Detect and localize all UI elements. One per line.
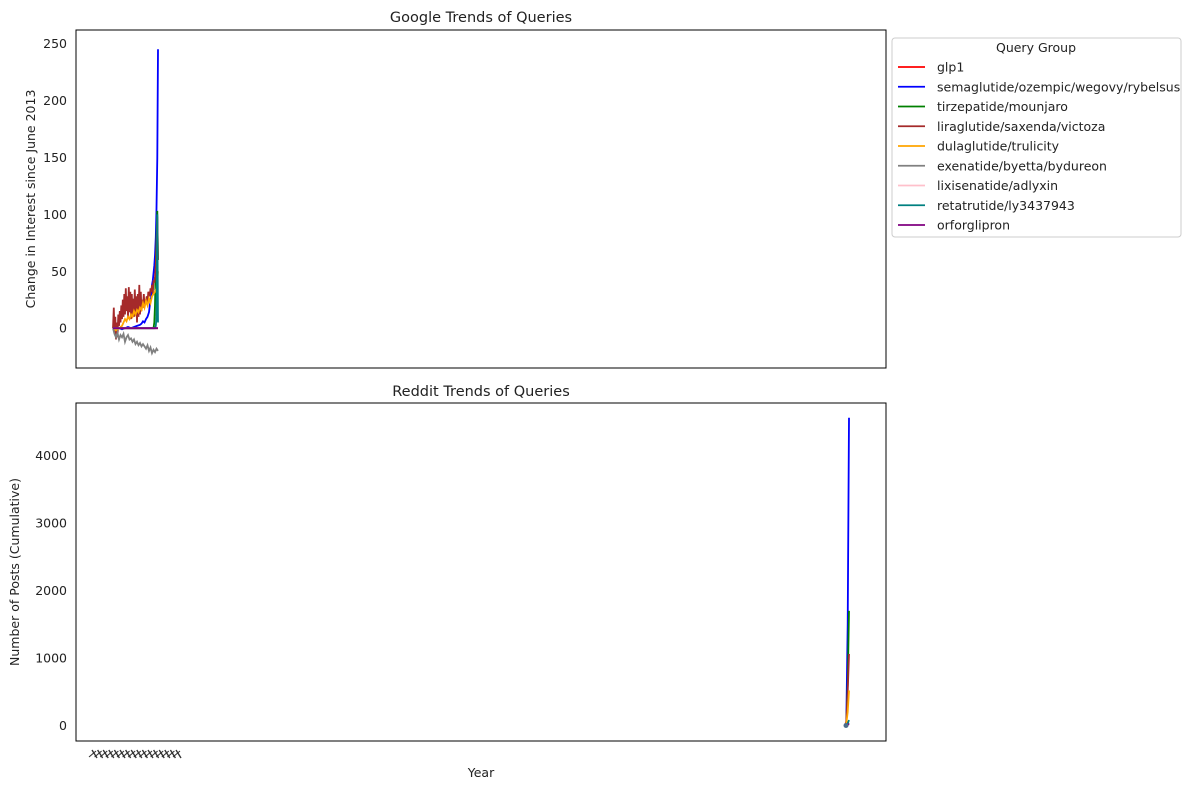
- google-y-tick-label: 0: [59, 321, 67, 336]
- legend-label-tirzepatide-mounjaro: tirzepatide/mounjaro: [937, 99, 1068, 114]
- google-trends-panel: Google Trends of Queries 0 50 100 150 200 250…: [23, 10, 1182, 369]
- google-y-axis-label: Change in Interest since June 2013: [23, 90, 38, 309]
- legend-items: glp1 semaglutide/ozempic/wegovy/rybelsus t…: [898, 60, 1180, 233]
- reddit-y-tick-label: 4000: [35, 448, 67, 463]
- reddit-axes-frame: [75, 402, 887, 742]
- reddit-x-tick-mark: [144, 750, 153, 758]
- google-y-tick-label: 200: [43, 93, 67, 108]
- legend-label-lixisenatide-adlyxin: lixisenatide/adlyxin: [937, 178, 1058, 193]
- reddit-x-tick-mark: [167, 750, 175, 758]
- reddit-x-tick-mark: [169, 749, 176, 759]
- reddit-x-tick-mark: [153, 749, 160, 759]
- reddit-x-tick-mark: [91, 749, 98, 759]
- reddit-x-tick-mark: [175, 749, 182, 759]
- reddit-x-tick-mark: [116, 750, 125, 758]
- reddit-x-tick-mark: [99, 750, 108, 758]
- reddit-trends-panel: Reddit Trends of Queries 0 1000 2000 3000 40…: [7, 384, 887, 780]
- reddit-x-tick-mark: [94, 750, 102, 758]
- reddit-x-tick-mark: [88, 750, 97, 758]
- reddit-x-tick-mark: [108, 749, 115, 759]
- reddit-y-tick-label: 1000: [35, 651, 67, 666]
- reddit-x-tick-mark: [141, 749, 148, 759]
- reddit-y-tick-label: 0: [59, 718, 67, 733]
- google-series-dulaglutide-trulicity: [112, 271, 159, 332]
- reddit-x-tick-mark: [147, 749, 154, 759]
- legend-label-glp1: glp1: [937, 60, 964, 75]
- reddit-x-tick-mark: [136, 749, 143, 759]
- reddit-x-tick-mark: [111, 750, 119, 758]
- reddit-x-tick-mark: [127, 750, 136, 758]
- reddit-base-marker: [843, 722, 849, 728]
- reddit-x-tick-mark: [150, 750, 158, 758]
- legend-label-exenatide-byetta-bydureon: exenatide/byetta/bydureon: [937, 158, 1107, 173]
- reddit-x-tick-mark: [155, 750, 164, 758]
- reddit-x-tick-mark: [172, 750, 181, 758]
- legend-box: [891, 37, 1182, 238]
- reddit-x-tick-mark: [113, 749, 120, 759]
- google-y-tick-label: 50: [51, 264, 67, 279]
- reddit-chart-title: Reddit Trends of Queries: [392, 384, 570, 400]
- legend-label-semaglutide-ozempic-wegovy-rybelsus: semaglutide/ozempic/wegovy/rybelsus: [937, 79, 1180, 94]
- reddit-x-tick-mark: [119, 749, 126, 759]
- reddit-x-tick-mark: [105, 750, 114, 758]
- reddit-x-axis-label: Year: [467, 765, 495, 780]
- reddit-x-tick-mark: [164, 749, 171, 759]
- google-series-exenatide-byetta-bydureon: [112, 327, 159, 356]
- legend-label-dulaglutide-trulicity: dulaglutide/trulicity: [937, 139, 1060, 154]
- reddit-x-tick-mark: [139, 750, 147, 758]
- reddit-x-tick-mark: [102, 749, 109, 759]
- reddit-x-tick-mark: [130, 749, 137, 759]
- google-chart-title: Google Trends of Queries: [390, 10, 572, 26]
- reddit-x-tick-mark: [158, 749, 165, 759]
- reddit-x-ticks-cluster: [88, 749, 182, 759]
- google-axes-frame: [75, 29, 887, 369]
- reddit-x-tick-mark: [133, 750, 142, 758]
- reddit-x-tick-mark: [161, 750, 170, 758]
- legend: Query Group glp1 semaglutide/ozempic/wego…: [891, 37, 1182, 238]
- reddit-y-tick-label: 3000: [35, 516, 67, 531]
- google-series-liraglutide-saxenda-victoza: [112, 216, 159, 340]
- google-plot-area: [112, 49, 159, 356]
- google-y-tick-label: 150: [43, 150, 67, 165]
- reddit-y-ticks: 0 1000 2000 3000 4000: [35, 448, 67, 733]
- legend-label-retatrutide-ly3437943: retatrutide/ly3437943: [937, 198, 1075, 213]
- reddit-y-axis-label: Number of Posts (Cumulative): [7, 478, 22, 666]
- google-y-tick-label: 250: [43, 36, 67, 51]
- reddit-plot-area: [843, 417, 850, 728]
- reddit-x-tick-mark: [122, 750, 130, 758]
- reddit-x-tick-mark: [97, 749, 104, 759]
- legend-label-liraglutide-saxenda-victoza: liraglutide/saxenda/victoza: [937, 119, 1105, 134]
- reddit-y-tick-label: 2000: [35, 583, 67, 598]
- legend-label-orforglipron: orforglipron: [937, 218, 1010, 233]
- legend-title: Query Group: [996, 40, 1076, 55]
- google-y-ticks: 0 50 100 150 200 250: [43, 36, 67, 336]
- reddit-x-tick-mark: [125, 749, 132, 759]
- google-y-tick-label: 100: [43, 207, 67, 222]
